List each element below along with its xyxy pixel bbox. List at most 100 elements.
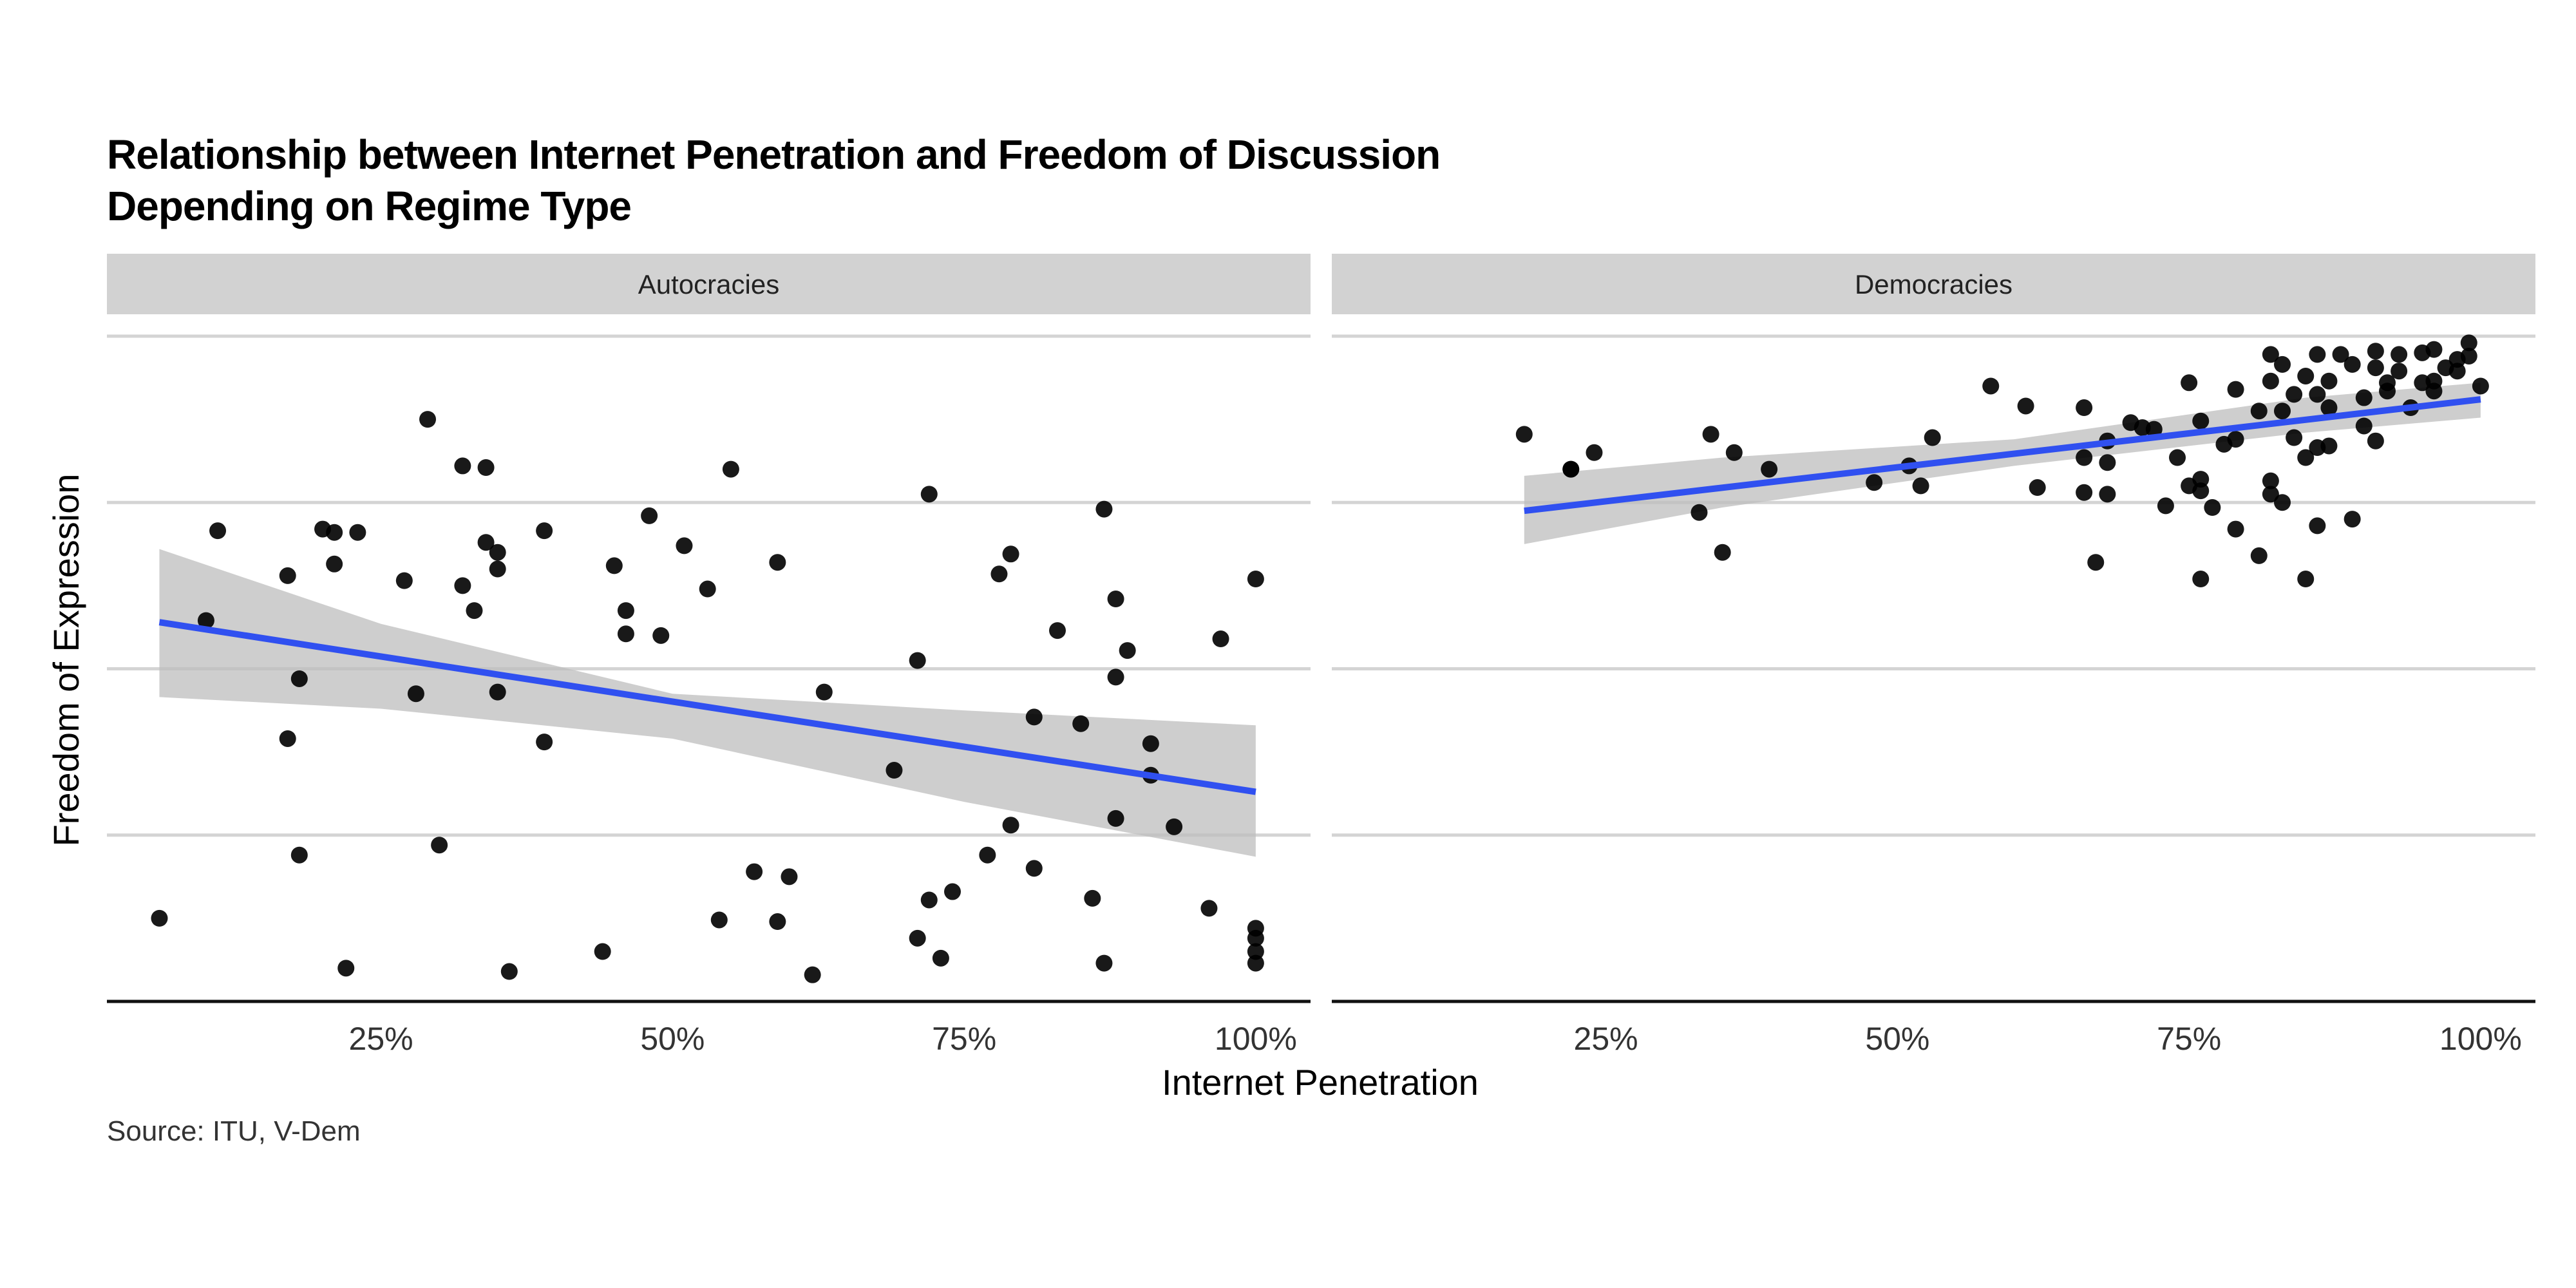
regression-line: [158, 619, 1256, 795]
data-point: [1247, 929, 1264, 947]
data-point: [2286, 429, 2303, 446]
data-point: [920, 486, 938, 503]
data-point: [2425, 383, 2443, 400]
x-tick-label: 50%: [1865, 1021, 1929, 1057]
chart-title: Relationship between Internet Penetratio…: [107, 129, 1441, 232]
regression-line: [1524, 396, 2481, 515]
data-point: [2274, 355, 2291, 373]
data-point: [1247, 571, 1264, 588]
data-point: [2087, 554, 2105, 571]
data-point: [2157, 497, 2174, 515]
data-point: [990, 565, 1008, 583]
data-point: [2192, 571, 2210, 588]
data-point: [605, 557, 623, 574]
data-point: [617, 602, 634, 620]
data-point: [466, 602, 483, 620]
data-point: [500, 963, 518, 980]
data-point: [1200, 900, 1218, 917]
data-point: [431, 837, 448, 854]
data-point: [979, 846, 996, 864]
data-point: [1107, 668, 1124, 686]
data-point: [407, 685, 424, 703]
data-point: [2169, 449, 2186, 466]
data-point: [1002, 817, 1019, 834]
source-caption: Source: ITU, V-Dem: [107, 1115, 361, 1147]
data-point: [2320, 437, 2338, 455]
data-point: [769, 554, 786, 571]
data-point: [1866, 474, 1883, 491]
data-point: [2099, 486, 2116, 503]
data-point: [2099, 454, 2116, 471]
data-point: [197, 612, 214, 629]
data-point: [1025, 860, 1043, 877]
facet-strip-label: Democracies: [1855, 269, 2012, 299]
data-point: [2262, 346, 2279, 363]
data-point: [2297, 571, 2315, 588]
data-point: [1002, 545, 1019, 563]
data-point: [2227, 520, 2244, 538]
panel-autocracies: Autocracies 25% 50% 75% 100%: [107, 254, 1311, 1057]
x-tick-label: 75%: [932, 1021, 996, 1057]
data-point: [477, 534, 495, 551]
data-point: [1924, 429, 1941, 446]
data-point: [2192, 482, 2210, 500]
data-point: [2274, 494, 2291, 511]
data-point: [886, 762, 903, 779]
data-point: [1982, 377, 2000, 395]
facet-strip: [107, 254, 1311, 314]
facet-strip-label: Autocracies: [638, 269, 779, 299]
data-point: [326, 555, 343, 573]
data-point: [2367, 359, 2384, 377]
data-point: [944, 883, 961, 900]
data-point: [1107, 591, 1124, 608]
data-point: [2460, 334, 2477, 352]
chart-title-line-1: Relationship between Internet Penetratio…: [107, 131, 1441, 178]
data-point: [1702, 426, 1719, 443]
data-point: [1586, 444, 1603, 461]
data-point: [1107, 810, 1124, 827]
data-point: [419, 411, 437, 428]
data-point: [652, 627, 670, 644]
data-point: [2320, 399, 2338, 417]
data-point: [536, 522, 553, 540]
data-point: [1714, 544, 1731, 561]
x-tick-label: 25%: [349, 1021, 413, 1057]
data-point: [1072, 715, 1090, 732]
data-point: [477, 459, 495, 477]
data-point: [2332, 346, 2349, 363]
data-point: [2355, 417, 2372, 435]
data-point: [2204, 498, 2221, 516]
data-point: [2076, 484, 2093, 501]
data-point: [676, 537, 693, 554]
data-point: [932, 949, 949, 967]
x-tick-label: 75%: [2157, 1021, 2221, 1057]
data-point: [1166, 818, 1183, 835]
data-point: [279, 730, 296, 747]
data-point: [2262, 372, 2279, 390]
data-point: [722, 460, 739, 478]
x-tick-label: 50%: [640, 1021, 705, 1057]
data-point: [326, 524, 343, 541]
data-point: [746, 863, 763, 880]
data-point: [2227, 431, 2244, 448]
data-point: [2309, 346, 2326, 363]
data-point: [2472, 377, 2489, 395]
data-point: [2286, 386, 2303, 403]
data-point: [2344, 511, 2361, 528]
data-point: [2309, 517, 2326, 535]
data-point: [2227, 381, 2244, 398]
data-point: [2344, 355, 2361, 373]
data-point: [2017, 397, 2034, 415]
data-point: [920, 891, 938, 909]
data-point: [2029, 479, 2046, 497]
data-point: [2367, 343, 2384, 360]
data-point: [2192, 412, 2210, 430]
data-point: [641, 507, 658, 524]
data-point: [1515, 426, 1533, 443]
data-point: [2355, 389, 2372, 406]
data-point: [710, 911, 728, 929]
data-point: [1212, 630, 1229, 648]
data-point: [1095, 954, 1113, 972]
data-point: [2460, 347, 2477, 365]
